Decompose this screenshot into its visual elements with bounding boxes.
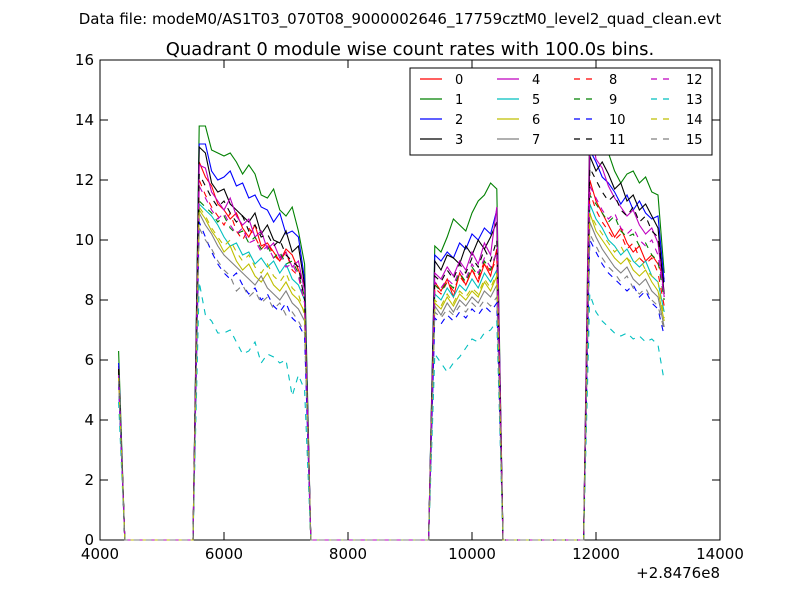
legend-label-6: 6 [532, 113, 540, 128]
x-tick-label: 8000 [329, 545, 367, 563]
legend-label-13: 13 [686, 93, 703, 108]
y-tick-label: 6 [84, 351, 94, 369]
series-layer [118, 110, 665, 541]
legend-label-7: 7 [532, 133, 540, 148]
legend-label-11: 11 [609, 133, 626, 148]
chart-suptitle: Data file: modeM0/AS1T03_070T08_90000026… [79, 10, 722, 29]
series-line-15 [118, 227, 665, 541]
x-tick-label: 4000 [81, 545, 119, 563]
x-offset-label: +2.8476e8 [636, 564, 720, 582]
legend-label-2: 2 [455, 113, 463, 128]
legend-label-12: 12 [686, 73, 703, 88]
legend-label-10: 10 [609, 113, 626, 128]
legend-label-5: 5 [532, 93, 540, 108]
y-tick-label: 8 [84, 291, 94, 309]
series-line-9 [118, 193, 665, 541]
legend-label-0: 0 [455, 73, 463, 88]
y-tick-label: 0 [84, 531, 94, 549]
y-tick-label: 14 [75, 111, 94, 129]
legend-label-14: 14 [686, 113, 703, 128]
legend-label-3: 3 [455, 133, 463, 148]
x-tick-label: 12000 [572, 545, 620, 563]
legend-label-8: 8 [609, 73, 617, 88]
y-tick-label: 4 [84, 411, 94, 429]
legend-label-9: 9 [609, 93, 617, 108]
y-tick-label: 12 [75, 171, 94, 189]
legend-label-4: 4 [532, 73, 540, 88]
legend-label-15: 15 [686, 133, 703, 148]
legend-label-1: 1 [455, 93, 463, 108]
y-tick-label: 2 [84, 471, 94, 489]
x-tick-label: 6000 [205, 545, 243, 563]
x-tick-label: 10000 [448, 545, 496, 563]
legend-box [409, 67, 713, 156]
y-tick-label: 10 [75, 231, 94, 249]
x-tick-label: 14000 [696, 545, 744, 563]
y-tick-label: 16 [75, 51, 94, 69]
chart-title: Quadrant 0 module wise count rates with … [166, 39, 655, 60]
